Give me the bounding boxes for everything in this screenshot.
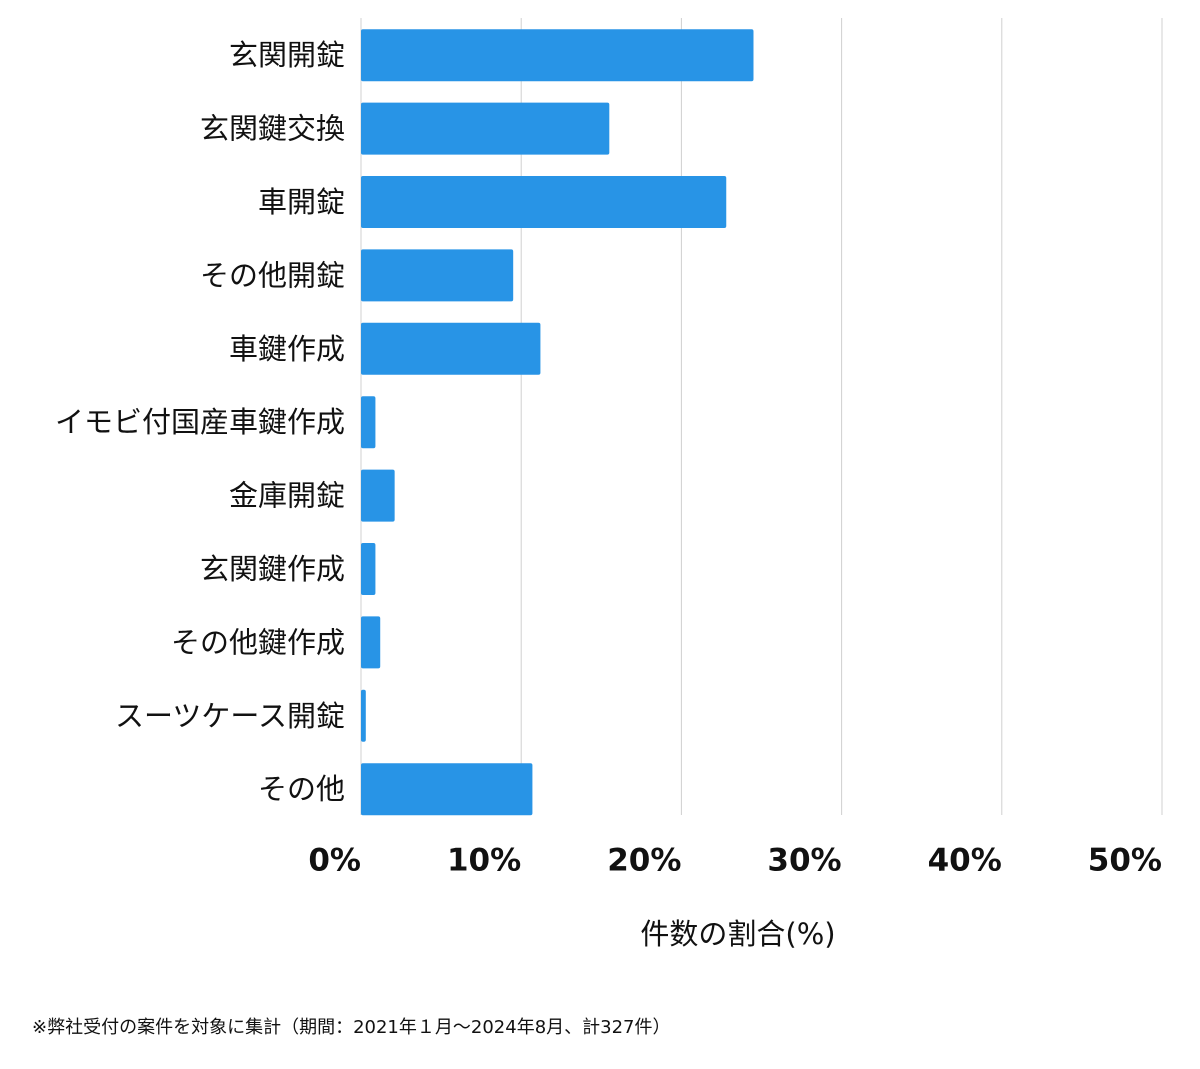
bar <box>361 543 376 595</box>
y-tick-label: その他鍵作成 <box>171 625 345 659</box>
y-tick-label: 玄関鍵作成 <box>200 552 345 586</box>
x-axis-title: 件数の割合(%) <box>640 917 835 951</box>
y-tick-label: 金庫開錠 <box>229 479 345 513</box>
bar <box>361 396 376 449</box>
x-tick-label: 40% <box>928 843 1002 879</box>
y-tick-label: スーツケース開錠 <box>115 699 345 733</box>
x-tick-label: 50% <box>1088 843 1162 879</box>
bar <box>361 469 395 522</box>
bar <box>361 249 514 302</box>
bar <box>361 322 541 375</box>
footnote: ※弊社受付の案件を対象に集計（期間：2021年１月〜2024年8月、計327件） <box>32 1017 671 1038</box>
y-tick-label: その他開錠 <box>200 258 345 292</box>
bar <box>361 176 727 228</box>
y-tick-label: イモビ付国産車鍵作成 <box>55 405 345 439</box>
bar <box>361 29 754 82</box>
y-tick-label: 車開錠 <box>258 185 345 219</box>
y-tick-label: 車鍵作成 <box>229 332 345 366</box>
y-tick-label: その他 <box>258 772 345 806</box>
x-tick-label: 20% <box>607 843 681 879</box>
y-tick-label: 玄関開錠 <box>229 38 345 72</box>
y-tick-label: 玄関鍵交換 <box>200 112 345 146</box>
bar <box>361 616 381 669</box>
x-tick-label: 30% <box>767 843 841 879</box>
x-tick-label: 0% <box>308 843 361 879</box>
bar <box>361 689 366 742</box>
x-tick-label: 10% <box>447 843 521 879</box>
bar <box>361 102 610 155</box>
bar <box>361 763 533 816</box>
